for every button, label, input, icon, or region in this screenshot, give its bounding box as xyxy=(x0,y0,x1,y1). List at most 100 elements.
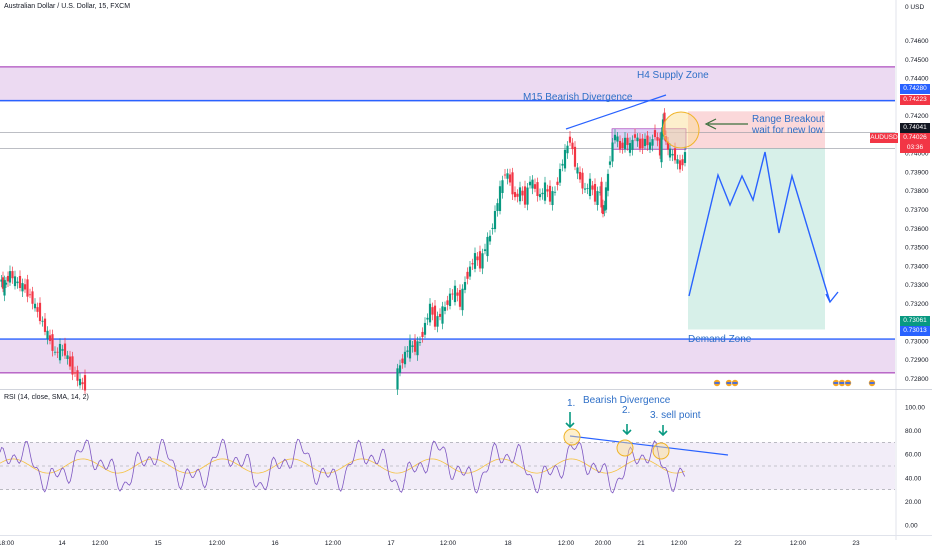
candle-body xyxy=(531,179,534,189)
candle-body xyxy=(604,187,608,210)
candle-body xyxy=(683,152,687,163)
candle-body xyxy=(646,135,649,146)
candle-body xyxy=(658,138,662,156)
candle-body xyxy=(536,182,539,197)
candle-body xyxy=(526,187,529,205)
demand-zone-label: Demand Zone xyxy=(688,334,752,345)
candle-body xyxy=(433,305,437,327)
candle-body xyxy=(648,142,652,150)
candle-body xyxy=(8,271,12,283)
candle-body xyxy=(653,130,657,138)
candle-body xyxy=(671,153,674,156)
price-tick-label: 0.72800 xyxy=(905,376,929,383)
candle-body xyxy=(598,191,602,193)
candle-body xyxy=(548,185,552,202)
candle-body xyxy=(398,365,402,373)
candle-body xyxy=(563,149,567,169)
candle-body xyxy=(413,339,417,352)
candle-body xyxy=(633,134,637,138)
candle-body xyxy=(483,249,487,252)
event-flag-stripe xyxy=(726,382,732,384)
time-tick-label: 18:00 xyxy=(0,540,15,547)
candle-body xyxy=(426,317,429,320)
candle-body xyxy=(533,184,537,189)
candle-body xyxy=(448,293,452,307)
candle-body xyxy=(573,146,577,167)
candle-body xyxy=(21,283,24,292)
candle-body xyxy=(3,280,6,296)
candle-body xyxy=(18,275,22,288)
candle-body xyxy=(403,351,407,365)
rsi-ma-line xyxy=(0,458,685,474)
candle-body xyxy=(664,136,668,142)
candle-body xyxy=(43,318,47,332)
demand-price-label-2: 0.73013 xyxy=(900,326,930,336)
event-flag-stripe xyxy=(845,382,851,384)
candle-body xyxy=(428,303,432,323)
candle-body xyxy=(416,341,419,356)
candle-body xyxy=(496,203,499,212)
candle-body xyxy=(578,171,582,180)
candle-body xyxy=(11,271,14,279)
rsi-header: RSI (14, close, SMA, 14, 2) xyxy=(4,394,89,401)
candle-body xyxy=(678,160,682,170)
price-tick-label: 0.73800 xyxy=(905,188,929,195)
candle-body xyxy=(466,271,469,279)
time-tick-label: 12:00 xyxy=(209,540,226,547)
candle-body xyxy=(498,186,502,212)
candle-body xyxy=(676,159,679,164)
candle-body xyxy=(511,172,514,195)
candle-body xyxy=(513,192,517,198)
event-flag-stripe xyxy=(839,382,845,384)
rsi-point-1-label: 1. xyxy=(567,398,576,409)
candle-body xyxy=(453,285,457,303)
rsi-divergence-trendline xyxy=(569,435,729,456)
candle-body xyxy=(33,303,37,309)
time-tick-label: 12:00 xyxy=(558,540,575,547)
last-price-label: 0.74041 xyxy=(900,123,930,133)
rsi-tick-label: 60.00 xyxy=(905,452,922,459)
time-tick-label: 12:00 xyxy=(671,540,688,547)
candle-body xyxy=(31,291,34,304)
candle-body xyxy=(458,290,462,307)
rsi-tick-label: 20.00 xyxy=(905,499,922,506)
symbol-header: Australian Dollar / U.S. Dollar, 15, FXC… xyxy=(4,3,131,10)
candle-body xyxy=(13,276,17,287)
candle-body xyxy=(451,293,454,295)
candle-body xyxy=(623,137,627,150)
candle-body xyxy=(518,187,522,202)
candle-body xyxy=(668,148,672,158)
rsi-point-circle-2 xyxy=(616,439,634,457)
candle-body xyxy=(631,139,634,150)
price-tick-label: 0.74600 xyxy=(905,38,929,45)
price-tick-label: 0.72900 xyxy=(905,357,929,364)
time-tick-label: 12:00 xyxy=(325,540,342,547)
candle-body xyxy=(546,189,549,192)
price-tick-label: 0.73200 xyxy=(905,301,929,308)
candle-body xyxy=(4,282,8,285)
candle-body xyxy=(566,145,569,154)
candle-body xyxy=(628,143,632,153)
price-tick-label: 0.73000 xyxy=(905,338,929,345)
rsi-point-2-label: 2. xyxy=(622,405,631,416)
rsi-arrow-head-2 xyxy=(622,429,632,436)
supply-zone-label: H4 Supply Zone xyxy=(637,70,709,81)
candle-body xyxy=(601,205,605,215)
candle-body xyxy=(600,181,603,208)
candle-body xyxy=(486,236,489,257)
current-price-label: 0.74026 xyxy=(900,133,930,143)
rsi-point-circle-3 xyxy=(652,442,670,460)
candle-body xyxy=(576,167,579,174)
rsi-point-3-label: 3. sell point xyxy=(650,410,701,421)
candle-body xyxy=(418,342,422,343)
candle-body xyxy=(408,340,412,359)
candle-body xyxy=(73,372,77,374)
price-tick-label: 0.74000 xyxy=(905,151,929,158)
candle-body xyxy=(36,307,39,312)
time-tick-label: 16 xyxy=(271,540,279,547)
time-tick-label: 20:00 xyxy=(595,540,612,547)
candle-body xyxy=(588,178,592,197)
time-tick-label: 15 xyxy=(154,540,162,547)
candle-body xyxy=(406,350,409,352)
